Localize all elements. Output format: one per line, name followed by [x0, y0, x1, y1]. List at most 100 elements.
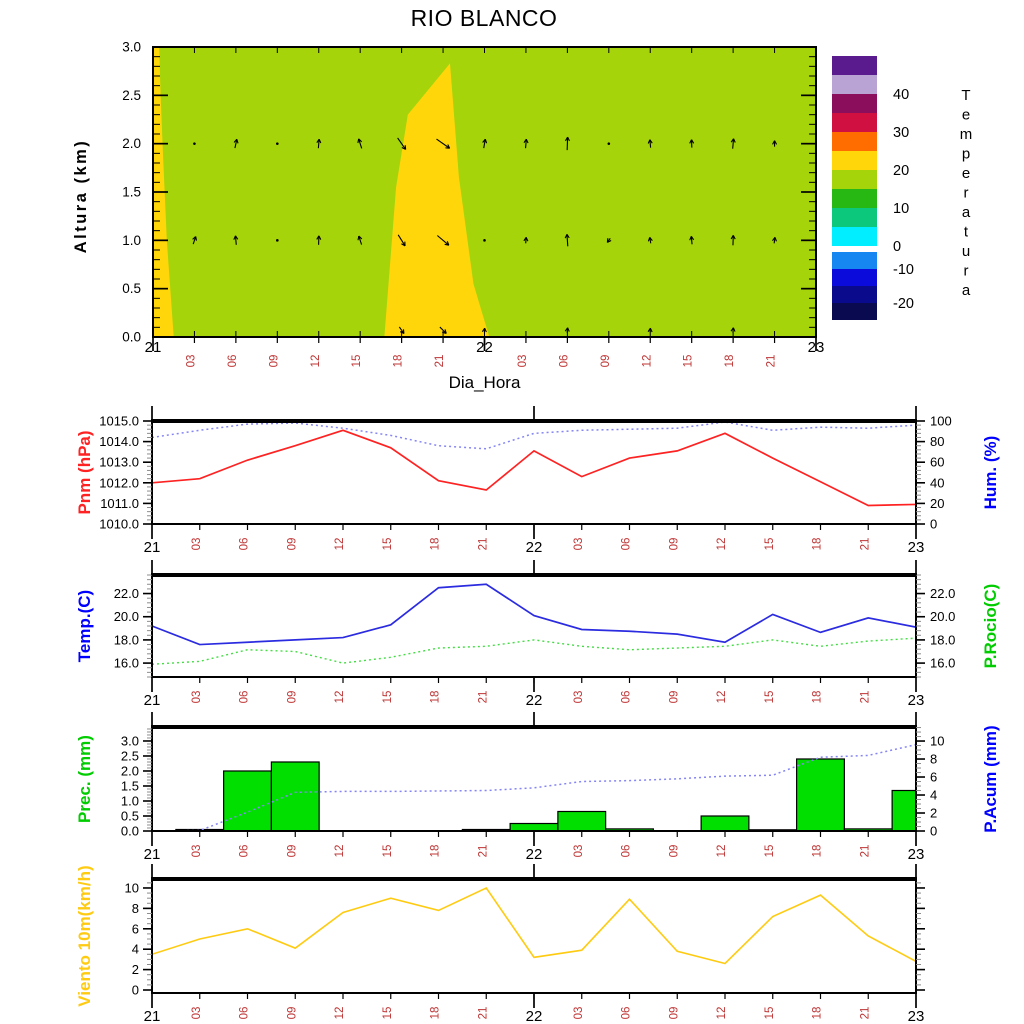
svg-text:T: T: [961, 87, 970, 104]
svg-text:22: 22: [526, 1008, 543, 1024]
svg-text:0: 0: [132, 983, 139, 998]
line-Pnm: [152, 429, 916, 507]
svg-text:12: 12: [716, 845, 728, 858]
svg-text:06: 06: [621, 538, 633, 551]
svg-text:1012.0: 1012.0: [99, 475, 139, 490]
svg-text:09: 09: [600, 355, 612, 368]
svg-text:21: 21: [477, 691, 489, 704]
svg-text:06: 06: [621, 845, 633, 858]
svg-text:18: 18: [393, 355, 405, 368]
series-precipitacion-acumulada: [152, 743, 916, 832]
svg-text:21: 21: [477, 845, 489, 858]
series-viento-10m: [152, 886, 916, 965]
svg-text:09: 09: [286, 691, 298, 704]
svg-text:1011.0: 1011.0: [100, 496, 139, 511]
line-Temp: [152, 583, 916, 646]
svg-text:6: 6: [930, 770, 937, 785]
svg-text:09: 09: [668, 538, 680, 551]
svg-text:06: 06: [239, 691, 251, 704]
svg-text:06: 06: [239, 538, 251, 551]
svg-text:12: 12: [716, 538, 728, 551]
svg-text:06: 06: [621, 691, 633, 704]
svg-text:09: 09: [668, 691, 680, 704]
svg-text:03: 03: [191, 691, 203, 704]
left-axis-presion-humedad: 1010.0 1011.0 1012.0 1013.0 1014.0 1015.0: [99, 414, 152, 532]
svg-text:Prec. (mm): Prec. (mm): [75, 735, 94, 823]
page-title: RIO BLANCO: [410, 5, 558, 31]
svg-text:09: 09: [668, 1007, 680, 1020]
svg-text:p: p: [962, 146, 970, 163]
svg-text:15: 15: [764, 1007, 776, 1020]
line-P.Acum: [152, 743, 916, 832]
top-panel-altura: 0.00.51.01.52.02.53.003 06 09 12 15 18 21 03 06 0…: [72, 40, 824, 393]
svg-text:P.Rocio(C): P.Rocio(C): [981, 584, 1000, 669]
svg-text:2: 2: [132, 962, 139, 977]
left-axis-precipitacion-acumulada: 0.00.51.01.52.02.53.0: [121, 728, 152, 839]
svg-text:21: 21: [766, 355, 778, 368]
svg-text:a: a: [962, 204, 971, 221]
series-presion-humedad: [152, 421, 916, 507]
svg-text:21: 21: [859, 1007, 871, 1020]
series-temperatura-rocio: [152, 583, 916, 665]
svg-text:60: 60: [930, 455, 944, 470]
svg-text:03: 03: [191, 845, 203, 858]
svg-text:03: 03: [185, 355, 197, 368]
svg-text:15: 15: [764, 538, 776, 551]
svg-text:1.5: 1.5: [121, 778, 139, 793]
svg-text:18.0: 18.0: [930, 632, 955, 647]
line-Hum: [152, 421, 916, 450]
svg-text:18: 18: [430, 845, 442, 858]
top-panel-x-axis: 03 06 09 12 15 18 21 03 06 09 12 15 18 21 21 22 23: [145, 47, 824, 368]
svg-text:12: 12: [334, 845, 346, 858]
svg-text:1.0: 1.0: [122, 233, 141, 248]
svg-text:21: 21: [434, 355, 446, 368]
svg-text:r: r: [964, 185, 969, 202]
svg-text:03: 03: [573, 845, 585, 858]
svg-text:15: 15: [382, 1007, 394, 1020]
svg-text:18: 18: [724, 355, 736, 368]
svg-text:20.0: 20.0: [930, 609, 955, 624]
svg-text:6: 6: [132, 921, 139, 936]
svg-text:3.0: 3.0: [121, 733, 139, 748]
svg-text:1010.0: 1010.0: [99, 517, 139, 532]
x-axis-temperatura-rocio: 03 06 09 12 15 18 21 03 06 09 12 15 18 21 21 22 23: [144, 560, 925, 709]
panel-precipitacion-acumulada: 0.00.51.01.52.02.53.0 Prec. (mm) 0 2 4 6 8 10 P.…: [75, 712, 1000, 863]
right-axis-presion-humedad: 0 20 40 60 80 100: [916, 414, 952, 532]
svg-text:09: 09: [286, 538, 298, 551]
svg-text:0: 0: [930, 517, 937, 532]
svg-text:15: 15: [683, 355, 695, 368]
svg-text:3.0: 3.0: [122, 40, 141, 55]
svg-text:8: 8: [930, 752, 937, 767]
svg-text:23: 23: [908, 1008, 925, 1024]
svg-text:0.0: 0.0: [122, 330, 141, 345]
svg-text:22.0: 22.0: [930, 586, 955, 601]
svg-text:03: 03: [573, 538, 585, 551]
svg-text:21: 21: [859, 691, 871, 704]
svg-text:09: 09: [268, 355, 280, 368]
svg-text:21: 21: [859, 538, 871, 551]
panel-presion-humedad: 1010.0 1011.0 1012.0 1013.0 1014.0 1015.0 Pnm …: [75, 406, 1000, 556]
svg-text:23: 23: [908, 692, 925, 709]
svg-text:03: 03: [573, 1007, 585, 1020]
svg-text:15: 15: [764, 691, 776, 704]
svg-text:2.5: 2.5: [121, 748, 139, 763]
svg-text:15: 15: [382, 538, 394, 551]
svg-text:18: 18: [812, 691, 824, 704]
svg-text:03: 03: [191, 538, 203, 551]
svg-text:09: 09: [286, 1007, 298, 1020]
svg-text:40: 40: [930, 475, 944, 490]
right-axis-precipitacion-acumulada: 0 2 4 6 8 10: [916, 727, 944, 839]
svg-text:21: 21: [477, 538, 489, 551]
svg-text:1015.0: 1015.0: [99, 414, 139, 429]
svg-text:22: 22: [526, 539, 543, 556]
svg-text:16.0: 16.0: [930, 656, 955, 671]
svg-text:a: a: [962, 282, 971, 299]
svg-text:4: 4: [132, 942, 139, 957]
svg-text:06: 06: [558, 355, 570, 368]
svg-text:8: 8: [132, 901, 139, 916]
svg-text:12: 12: [334, 538, 346, 551]
